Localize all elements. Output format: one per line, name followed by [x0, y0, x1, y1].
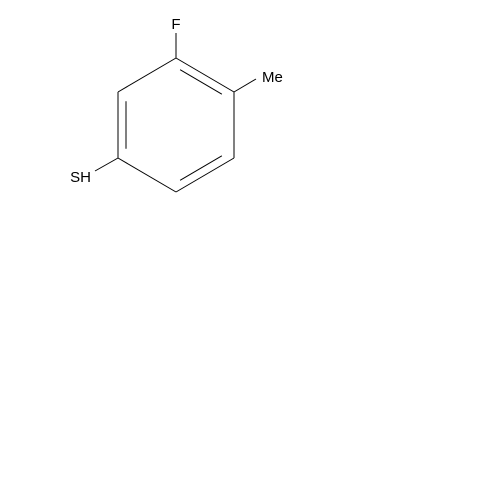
molecule-diagram: F Me SH — [0, 0, 500, 500]
substituent-bond — [95, 158, 118, 171]
ring-bond — [118, 158, 176, 192]
substituent-label: F — [171, 16, 180, 33]
ring-double-bond — [180, 156, 222, 180]
ring-bond — [176, 58, 234, 92]
substituent-label: Me — [262, 69, 283, 86]
substituent-bond — [234, 79, 256, 92]
ring-double-bond — [180, 70, 222, 94]
substituent-label: SH — [70, 169, 91, 186]
ring-bond — [118, 58, 176, 92]
ring-bond — [176, 158, 234, 192]
